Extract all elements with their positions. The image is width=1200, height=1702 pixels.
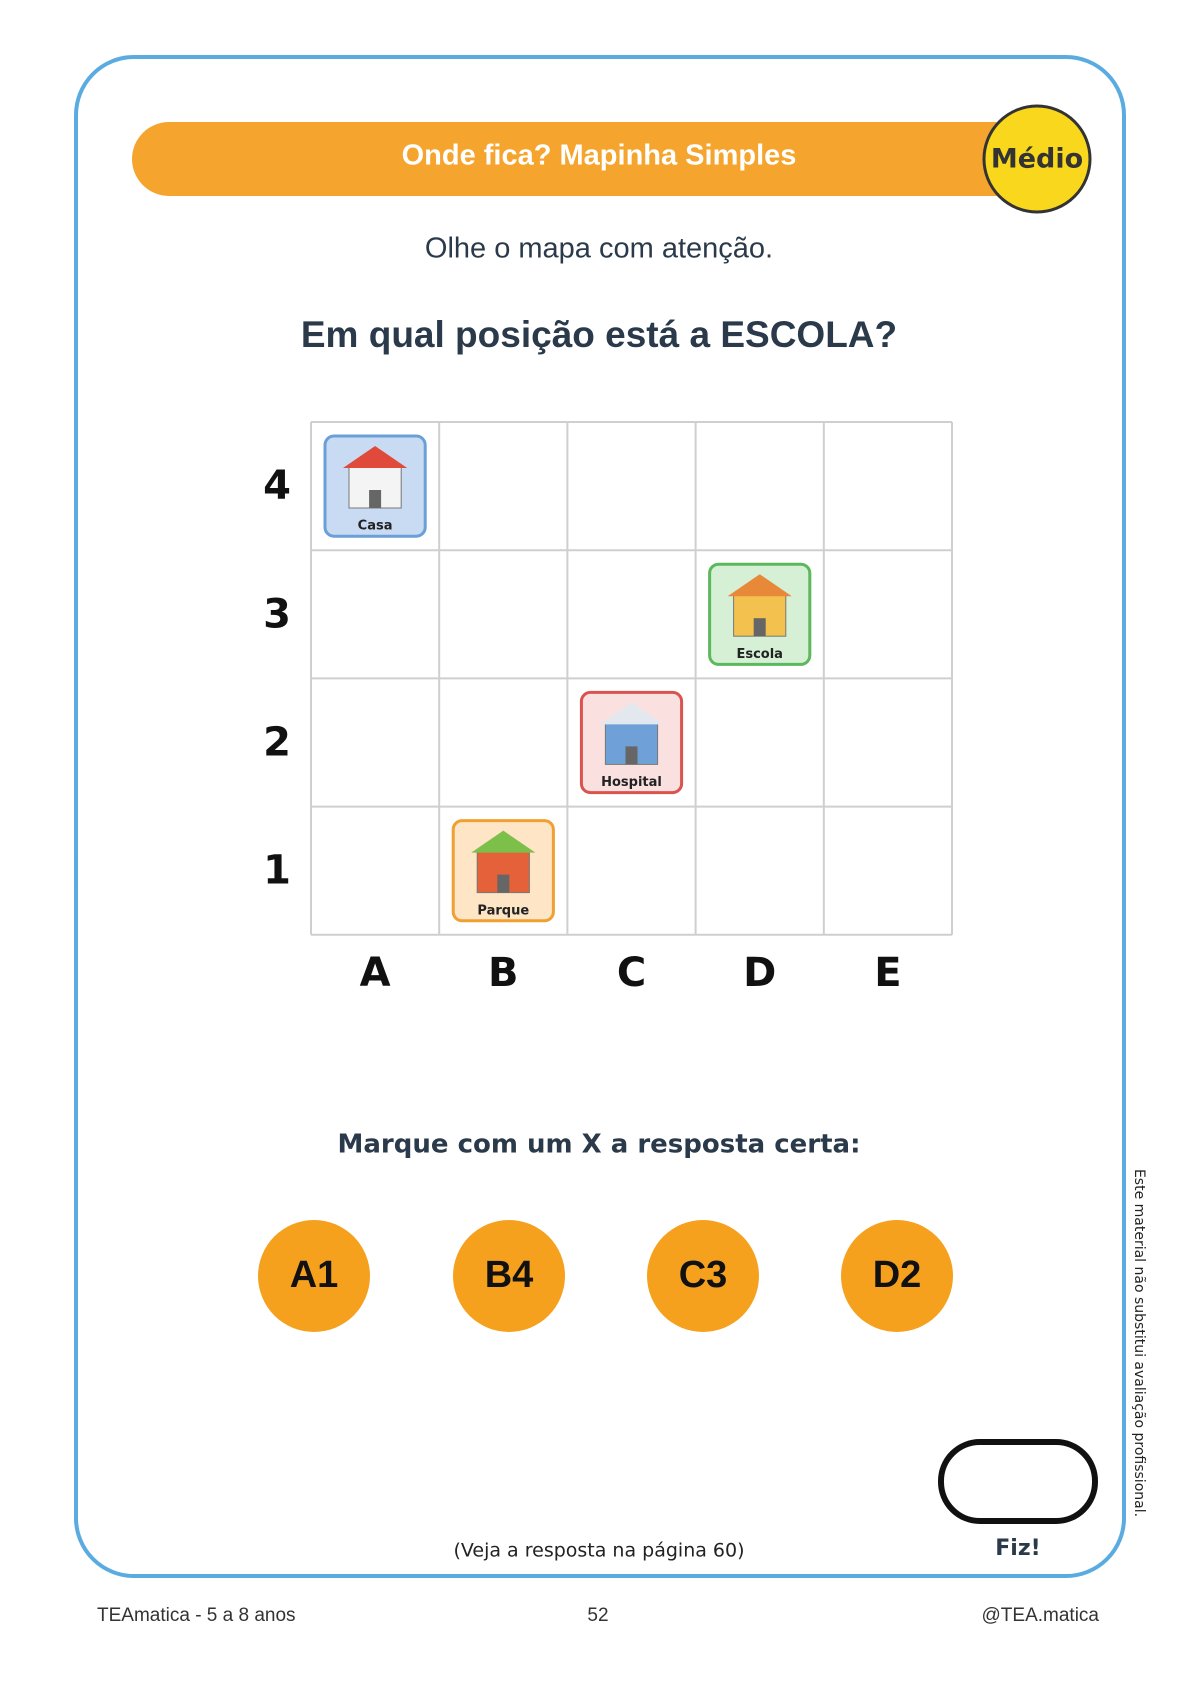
- option-label: A1: [290, 1254, 339, 1296]
- place-icon: Parque: [451, 819, 555, 923]
- place-label: Escola: [736, 647, 782, 662]
- icon-roof: [343, 446, 408, 468]
- option-circle[interactable]: [841, 1220, 953, 1332]
- row-label: 2: [263, 720, 291, 766]
- row-label: 3: [263, 591, 291, 637]
- option-circle[interactable]: [647, 1220, 759, 1332]
- level-text: Médio: [991, 144, 1083, 175]
- column-label: A: [360, 950, 391, 996]
- column-label: E: [874, 950, 901, 996]
- level-badge: [982, 104, 1092, 214]
- column-label: D: [743, 950, 776, 996]
- icon-door: [625, 746, 638, 765]
- done-box[interactable]: [938, 1439, 1098, 1524]
- icon-roof: [471, 830, 536, 853]
- place-label: Parque: [477, 903, 529, 918]
- place-icon: Casa: [323, 434, 427, 538]
- options: A1 B4 C3 D2: [258, 1220, 953, 1332]
- option-label: D2: [873, 1254, 922, 1296]
- icon-door: [753, 618, 766, 637]
- column-label: C: [617, 950, 646, 996]
- done-label: Fiz!: [995, 1536, 1040, 1561]
- option-label: C3: [679, 1254, 728, 1296]
- question: Em qual posição está a ESCOLA?: [301, 314, 897, 355]
- option-circle[interactable]: [258, 1220, 370, 1332]
- icon-roof: [727, 574, 792, 597]
- row-label: 1: [263, 848, 291, 894]
- place-icon: Escola: [708, 562, 812, 666]
- map-grid: 4 3 2 1 A B C D E Casa Escola Hospital Parque: [263, 421, 953, 996]
- answer-note: (Veja a resposta na página 60): [453, 1540, 744, 1562]
- title: Onde fica? Mapinha Simples: [402, 140, 797, 172]
- row-label: 4: [263, 463, 291, 509]
- page-number: 52: [587, 1605, 608, 1626]
- option-circle[interactable]: [453, 1220, 565, 1332]
- place-label: Casa: [358, 519, 393, 534]
- place-label: Hospital: [601, 775, 662, 790]
- icon-door: [497, 874, 510, 893]
- column-label: B: [488, 950, 519, 996]
- disclaimer: Este material não substitui avaliação pr…: [1131, 1169, 1147, 1517]
- prompt: Marque com um X a resposta certa:: [338, 1130, 861, 1160]
- instruction: Olhe o mapa com atenção.: [425, 233, 773, 265]
- icon-door: [369, 490, 382, 508]
- footer-right: @TEA.matica: [982, 1605, 1100, 1626]
- option-label: B4: [485, 1254, 534, 1296]
- card-border: [74, 55, 1126, 1578]
- title-bar: [132, 122, 1042, 196]
- icon-roof: [599, 702, 664, 725]
- place-icon: Hospital: [579, 690, 684, 795]
- footer-left: TEAmatica - 5 a 8 anos: [97, 1605, 296, 1626]
